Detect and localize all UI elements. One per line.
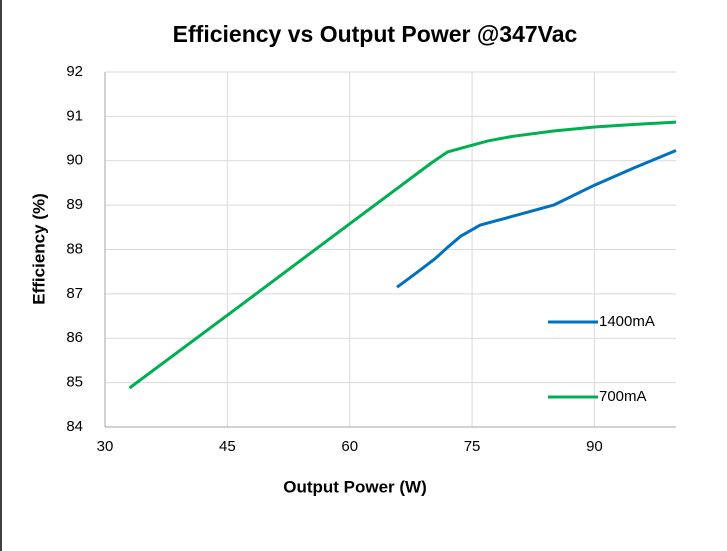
series-line: [128, 120, 677, 390]
series-line: [396, 149, 677, 289]
x-tick-label: 90: [586, 438, 603, 455]
x-tick-label: 75: [464, 438, 481, 455]
y-tick-label: 89: [66, 196, 83, 213]
y-tick-label: 84: [66, 418, 83, 435]
y-axis-title: Efficiency (%): [29, 193, 48, 304]
x-axis-title: Output Power (W): [283, 477, 427, 496]
y-tick-label: 91: [66, 107, 83, 124]
x-tick-label: 60: [341, 438, 358, 455]
y-tick-label: 85: [66, 374, 83, 391]
y-tick-label: 92: [66, 63, 83, 80]
chart-title: Efficiency vs Output Power @347Vac: [173, 21, 578, 47]
legend-label: 700mA: [599, 388, 647, 405]
x-tick-label: 30: [97, 438, 114, 455]
legend-label: 1400mA: [599, 313, 655, 330]
y-tick-label: 90: [66, 152, 83, 169]
y-tick-label: 87: [66, 285, 83, 302]
x-tick-label: 45: [219, 438, 236, 455]
y-tick-label: 86: [66, 329, 83, 346]
y-tick-label: 88: [66, 240, 83, 257]
